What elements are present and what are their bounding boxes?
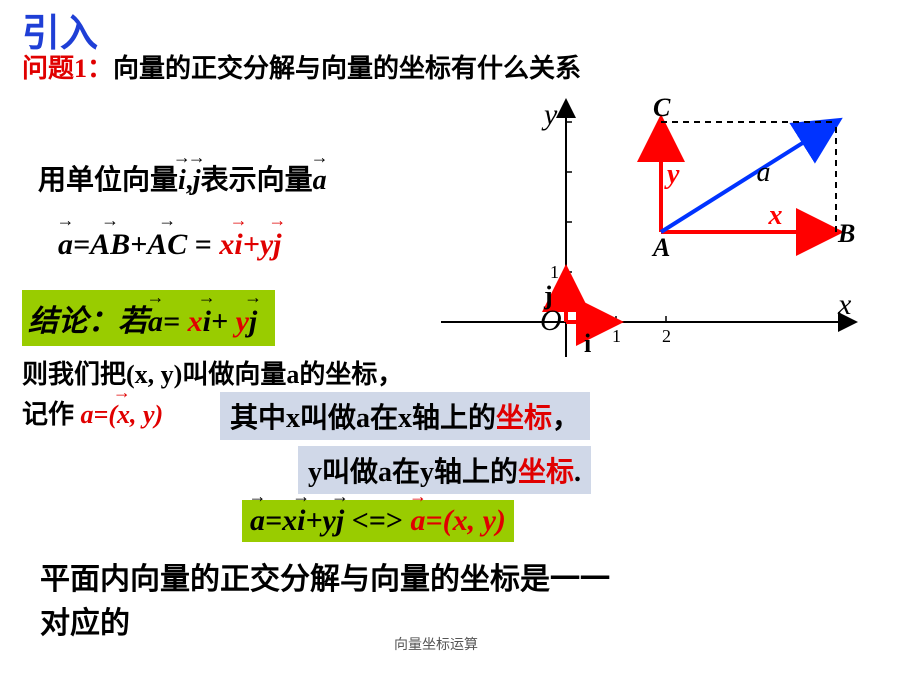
svg-text:1: 1 — [550, 262, 559, 282]
vec-a-coord: a=(x, y) — [81, 400, 164, 430]
text: ， — [552, 403, 580, 434]
svg-text:j: j — [543, 281, 553, 310]
x-coord-explain: 其中x叫做a在x轴上的坐标， — [220, 392, 590, 440]
text: 记作 — [22, 400, 81, 429]
y: y — [260, 228, 273, 261]
rhs: =(x, y) — [426, 504, 506, 537]
text: . — [574, 457, 581, 488]
plus: + — [243, 228, 260, 261]
svg-text:B: B — [837, 219, 855, 248]
text: + — [130, 228, 147, 261]
text: 其中x叫做a在x轴上的 — [230, 403, 496, 434]
formula-decomp: a=AB+AC = xi+yj — [58, 228, 282, 262]
svg-text:y: y — [664, 159, 680, 190]
plus: + — [211, 305, 236, 338]
conclusion-line: 结论：若a= x i+ y j — [22, 290, 275, 346]
y: y — [236, 305, 249, 338]
final-statement-2: 对应的 — [40, 598, 130, 642]
svg-text:C: C — [653, 93, 671, 122]
vec-j: j — [336, 504, 344, 538]
vec-j: j — [193, 165, 201, 197]
question-1: 问题1：向量的正交分解与向量的坐标有什么关系 — [22, 48, 581, 85]
vec-i: i — [297, 504, 305, 538]
text: y叫做a在y轴上的 — [308, 457, 518, 488]
text: = — [187, 228, 219, 261]
coord-definition: 则我们把(x, y)叫做向量a的坐标， — [22, 354, 403, 391]
text: , — [186, 165, 193, 196]
svg-text:y: y — [541, 98, 558, 131]
coordinate-diagram: yxO121ijABCxya — [436, 92, 896, 362]
conclusion-label: 结论：若 — [28, 305, 148, 338]
coord-notation: 记作 a=(x, y) — [22, 394, 163, 431]
vec-AC: AC — [147, 228, 187, 262]
text: =x — [265, 504, 297, 537]
vec-i: i — [178, 165, 186, 197]
vec-j: j — [273, 228, 281, 262]
vec-a: a — [58, 228, 73, 262]
text: = — [73, 228, 90, 261]
vec-a-rhs: a — [411, 504, 426, 538]
equivalence: a=xi+yj <=> a=(x, y) — [242, 500, 514, 542]
vec-a: a — [250, 504, 265, 538]
final-statement-1: 平面内向量的正交分解与向量的坐标是一一 — [40, 554, 610, 598]
x: x — [188, 305, 203, 338]
vec-a: a — [313, 165, 327, 197]
question-text: 向量的正交分解与向量的坐标有什么关系 — [113, 54, 581, 83]
highlight: 坐标 — [518, 457, 574, 488]
vec-i: i — [203, 305, 211, 339]
svg-text:x: x — [768, 200, 783, 231]
iff: <=> — [344, 504, 410, 537]
x: x — [219, 228, 234, 261]
svg-text:x: x — [837, 288, 852, 321]
unit-vector-line: 用单位向量i,j表示向量a — [38, 158, 327, 198]
xi-yj: xi+yj — [219, 228, 281, 261]
eq: = — [163, 305, 188, 338]
svg-text:a: a — [757, 157, 771, 188]
footer: 向量坐标运算 — [394, 634, 478, 654]
svg-text:i: i — [584, 329, 591, 358]
highlight: 坐标 — [496, 403, 552, 434]
svg-text:2: 2 — [662, 326, 671, 346]
vec-j: j — [249, 305, 257, 339]
text: +y — [305, 504, 335, 537]
vec-AB: AB — [90, 228, 130, 262]
question-label: 问题1： — [22, 54, 113, 83]
text: 用单位向量 — [38, 165, 178, 196]
text: 表示向量 — [201, 165, 313, 196]
svg-text:A: A — [651, 233, 670, 262]
vec-i: i — [234, 228, 242, 262]
svg-text:1: 1 — [612, 326, 621, 346]
vec-a: a — [148, 305, 163, 339]
